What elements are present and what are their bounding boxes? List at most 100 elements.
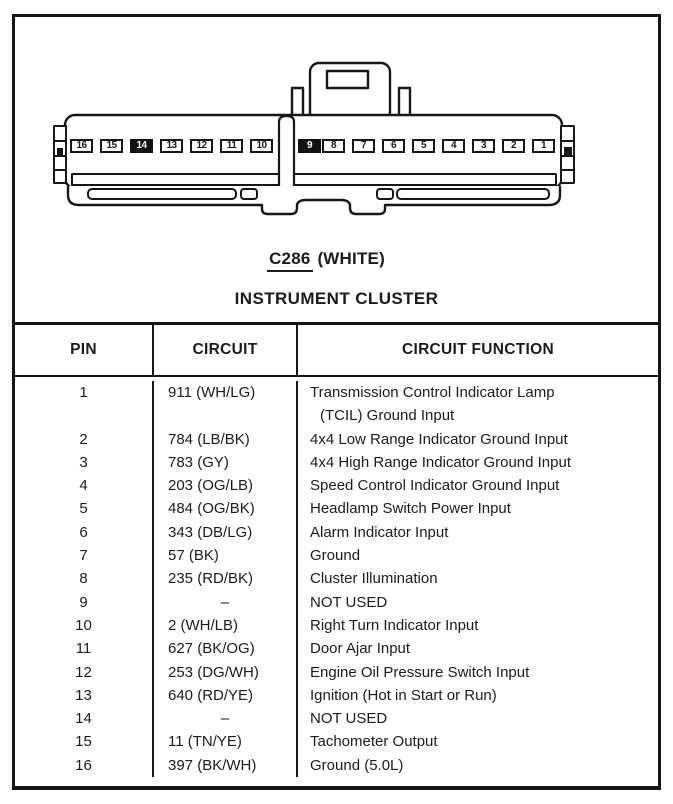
- connector-pin-1: 1: [532, 139, 555, 153]
- connector-lower-lip: [66, 186, 562, 216]
- circuit-function-line: Tachometer Output: [310, 733, 438, 751]
- circuit-function-cell: 4x4 Low Range Indicator Ground Input: [298, 428, 658, 451]
- circuit-cell: 235 (RD/BK): [154, 567, 298, 591]
- circuit-function-cell: Headlamp Switch Power Input: [298, 497, 658, 520]
- circuit-function-line: Alarm Indicator Input: [310, 523, 449, 541]
- circuit-function-cell: 4x4 High Range Indicator Ground Input: [298, 451, 658, 474]
- circuit-function-cell: Ground: [298, 544, 658, 567]
- circuit-cell: 911 (WH/LG): [154, 381, 298, 428]
- circuit-cell: 203 (OG/LB): [154, 474, 298, 498]
- table-row: 14– NOT USED: [15, 707, 658, 731]
- pin-cell: 4: [15, 474, 154, 498]
- connector-pin-3: 3: [472, 139, 495, 153]
- circuit-function-cell: Right Turn Indicator Input: [298, 614, 658, 637]
- document-frame: 16 15 14 13 12 11 10 9 8 7 6 5 4 3 2 1 C286 (WHITE) INS…: [12, 14, 661, 790]
- circuit-cell: 11 (TN/YE): [154, 730, 298, 754]
- circuit-function-line: Ignition (Hot in Start or Run): [310, 686, 497, 704]
- connector-pin-16: 16: [70, 139, 93, 153]
- table-row: 12 253 (DG/WH) Engine Oil Pressure Switch …: [15, 660, 658, 684]
- circuit-cell: 484 (OG/BK): [154, 497, 298, 521]
- circuit-function-line: Ground (5.0L): [310, 756, 404, 774]
- connector-title: C286 (WHITE): [15, 249, 658, 272]
- connector-pin-5: 5: [412, 139, 435, 153]
- connector-pin-7: 7: [352, 139, 375, 153]
- table-row: 9– NOT USED: [15, 590, 658, 614]
- connector-pin-13: 13: [160, 139, 183, 153]
- table-row: 16 397 (BK/WH) Ground (5.0L): [15, 753, 658, 778]
- connector-latch: [290, 61, 412, 123]
- pin-cell: 8: [15, 567, 154, 591]
- pin-cell: 6: [15, 520, 154, 545]
- circuit-function-line: 4x4 Low Range Indicator Ground Input: [310, 430, 568, 448]
- circuit-function-cell: Ignition (Hot in Start or Run): [298, 684, 658, 707]
- circuit-function-cell: Alarm Indicator Input: [298, 521, 658, 544]
- circuit-function-line: Right Turn Indicator Input: [310, 616, 479, 634]
- circuit-cell: 784 (LB/BK): [154, 427, 298, 451]
- pin-cell: 13: [15, 683, 154, 708]
- circuit-function-cell: Cluster Illumination: [298, 567, 658, 590]
- connector-pin-2: 2: [502, 139, 525, 153]
- header-circuit: CIRCUIT: [154, 325, 298, 375]
- circuit-function-cell: Ground (5.0L): [298, 754, 658, 777]
- pin-table-body: 1 911 (WH/LG) Transmission Control Indicat…: [15, 377, 658, 786]
- circuit-function-line: NOT USED: [310, 593, 388, 611]
- table-row: 13 640 (RD/YE) Ignition (Hot in Start or R…: [15, 683, 658, 708]
- table-row: 3 783 (GY) 4x4 High Range Indicator Ground…: [15, 450, 658, 475]
- circuit-cell: 343 (DB/LG): [154, 520, 298, 545]
- circuit-cell: 783 (GY): [154, 450, 298, 475]
- circuit-cell: 397 (BK/WH): [154, 753, 298, 778]
- pin-cell: 2: [15, 427, 154, 451]
- circuit-function-line: Transmission Control Indicator Lamp: [310, 384, 555, 401]
- circuit-function-cell: Speed Control Indicator Ground Input: [298, 474, 658, 497]
- connector-pin-15: 15: [100, 139, 123, 153]
- circuit-function-cell: Tachometer Output: [298, 730, 658, 753]
- circuit-function-line: (TCIL) Ground Input: [320, 407, 455, 425]
- pin-table: PIN CIRCUIT CIRCUIT FUNCTION 1 911 (WH/LG…: [15, 322, 658, 786]
- connector-pin-14: 14: [130, 139, 153, 153]
- circuit-function-line: Ground: [310, 547, 361, 565]
- pin-cell: 1: [15, 381, 154, 428]
- connector-id: C286: [267, 249, 313, 272]
- pin-cell: 14: [15, 707, 154, 731]
- connector-pin-6: 6: [382, 139, 405, 153]
- circuit-function-line: NOT USED: [310, 710, 388, 728]
- table-row: 5 484 (OG/BK) Headlamp Switch Power Input: [15, 497, 658, 521]
- circuit-cell: 640 (RD/YE): [154, 683, 298, 708]
- pin-cell: 11: [15, 637, 154, 661]
- table-row: 7 57 (BK) Ground: [15, 544, 658, 568]
- circuit-function-line: Door Ajar Input: [310, 640, 411, 658]
- connector-color-label: (WHITE): [312, 249, 385, 268]
- connector-pin-11: 11: [220, 139, 243, 153]
- table-row: 1 911 (WH/LG) Transmission Control Indicat…: [15, 381, 658, 428]
- table-row: 2 784 (LB/BK) 4x4 Low Range Indicator Grou…: [15, 427, 658, 451]
- circuit-function-cell: NOT USED: [298, 591, 658, 614]
- circuit-cell: –: [154, 707, 298, 731]
- connector-pin-12: 12: [190, 139, 213, 153]
- pin-table-header: PIN CIRCUIT CIRCUIT FUNCTION: [15, 325, 658, 377]
- circuit-cell: –: [154, 590, 298, 614]
- table-row: 15 11 (TN/YE) Tachometer Output: [15, 730, 658, 754]
- circuit-function-cell: Engine Oil Pressure Switch Input: [298, 661, 658, 684]
- pin-cell: 7: [15, 544, 154, 568]
- pin-cell: 9: [15, 590, 154, 614]
- header-pin: PIN: [15, 325, 154, 375]
- circuit-cell: 2 (WH/LB): [154, 613, 298, 638]
- circuit-function-line: Cluster Illumination: [310, 570, 438, 588]
- table-row: 11 627 (BK/OG) Door Ajar Input: [15, 637, 658, 661]
- circuit-function-cell: Transmission Control Indicator Lamp (TCIL…: [298, 381, 658, 428]
- connector-diagram-section: 16 15 14 13 12 11 10 9 8 7 6 5 4 3 2 1 C286 (WHITE) INS…: [15, 17, 658, 322]
- connector-subtitle: INSTRUMENT CLUSTER: [234, 289, 439, 308]
- table-row: 6 343 (DB/LG) Alarm Indicator Input: [15, 520, 658, 545]
- circuit-function-line: Headlamp Switch Power Input: [310, 500, 511, 518]
- connector-pin-10: 10: [250, 139, 273, 153]
- table-row: 8 235 (RD/BK) Cluster Illumination: [15, 567, 658, 591]
- table-row: 10 2 (WH/LB) Right Turn Indicator Input: [15, 613, 658, 638]
- header-circuit-function: CIRCUIT FUNCTION: [401, 341, 555, 358]
- pin-cell: 16: [15, 753, 154, 778]
- connector-drawing: [53, 61, 575, 216]
- connector-pin-9: 9: [298, 139, 321, 153]
- pin-cell: 10: [15, 613, 154, 638]
- circuit-function-line: Engine Oil Pressure Switch Input: [310, 663, 530, 681]
- circuit-cell: 627 (BK/OG): [154, 637, 298, 661]
